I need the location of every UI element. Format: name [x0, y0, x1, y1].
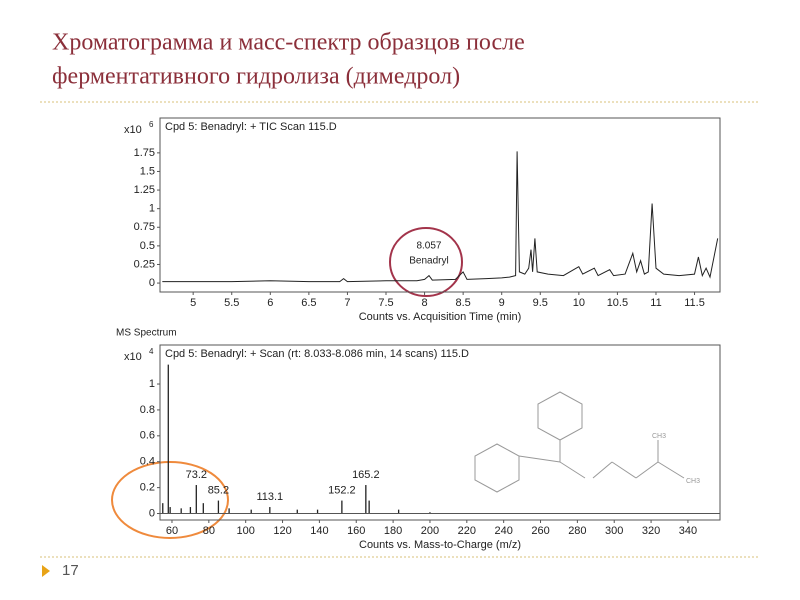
x-tick-label: 9.5: [533, 297, 548, 309]
peak-annotation: 152.2: [328, 484, 356, 496]
plot-frame: [159, 344, 721, 521]
x-tick-label: 10.5: [607, 297, 628, 309]
x-axis-label: Counts vs. Acquisition Time (min): [359, 311, 522, 323]
x-tick-label: 8.5: [455, 297, 470, 309]
highlight-circle: [111, 461, 229, 539]
peak-annotation: 85.2: [208, 484, 229, 496]
x-tick-label: 260: [531, 525, 549, 537]
atom-label: CH3: [686, 478, 700, 485]
peak-annotation: 113.1: [256, 491, 283, 503]
x-tick-label: 5.5: [224, 297, 239, 309]
y-tick-label: 0: [149, 277, 155, 289]
x-tick-label: 280: [568, 525, 586, 537]
y-tick-label: 0.8: [140, 404, 155, 416]
y-tick-label: 1: [149, 378, 155, 390]
peak-annotation: 165.2: [352, 469, 380, 481]
x-tick-label: 240: [494, 525, 512, 537]
multiplier-exponent: 4: [149, 347, 154, 356]
y-tick-label: 0.2: [140, 482, 155, 494]
chromatogram-line: [162, 151, 719, 283]
y-tick-label: 0.25: [134, 258, 155, 270]
bullet: [42, 565, 50, 577]
y-tick-label: 0.4: [140, 456, 155, 468]
multiplier: x10: [124, 124, 142, 136]
y-tick-label: 0.6: [140, 430, 155, 442]
peak-time: 8.057: [416, 241, 441, 252]
multiplier: x10: [124, 351, 142, 363]
x-tick-label: 9: [499, 297, 505, 309]
slide-title: ферментативного гидролиза (димедрол): [52, 64, 460, 90]
y-tick-label: 1.75: [134, 147, 155, 159]
chart-title: Cpd 5: Benadryl: + Scan (rt: 8.033-8.086…: [165, 348, 469, 360]
chart-title: Cpd 5: Benadryl: + TIC Scan 115.D: [165, 121, 337, 133]
plot-frame: [159, 117, 721, 293]
x-tick-label: 160: [347, 525, 365, 537]
x-tick-label: 300: [605, 525, 623, 537]
x-tick-label: 7.5: [378, 297, 393, 309]
x-tick-label: 220: [458, 525, 476, 537]
atom-label: CH3: [652, 433, 666, 440]
x-tick-label: 200: [421, 525, 439, 537]
multiplier-exponent: 6: [149, 120, 154, 129]
x-tick-label: 180: [384, 525, 402, 537]
x-tick-label: 11.5: [684, 297, 705, 309]
molecule: [474, 391, 685, 493]
x-tick-label: 60: [166, 525, 178, 537]
x-axis-label: Counts vs. Mass-to-Charge (m/z): [359, 539, 521, 551]
x-tick-label: 140: [310, 525, 328, 537]
x-tick-label: 8: [422, 297, 428, 309]
x-tick-label: 80: [203, 525, 215, 537]
y-tick-label: 0.5: [140, 240, 155, 252]
peak-name: Benadryl: [409, 255, 448, 266]
x-tick-label: 7: [344, 297, 350, 309]
y-tick-label: 1.5: [140, 165, 155, 177]
highlight-circle: [389, 227, 463, 297]
x-tick-label: 6: [267, 297, 273, 309]
x-tick-label: 5: [190, 297, 196, 309]
y-tick-label: 1.25: [134, 184, 155, 196]
y-tick-label: 1: [149, 203, 155, 215]
x-tick-label: 320: [642, 525, 660, 537]
page-number: 17: [62, 562, 79, 579]
y-tick-label: 0: [149, 507, 155, 519]
x-tick-label: 11: [650, 297, 661, 309]
x-tick-label: 10: [573, 297, 585, 309]
y-tick-label: 0.75: [134, 221, 155, 233]
x-tick-label: 340: [679, 525, 697, 537]
x-tick-label: 6.5: [301, 297, 316, 309]
peak-annotation: 73.2: [186, 469, 207, 481]
x-tick-label: 100: [237, 525, 255, 537]
slide-title: Хроматограмма и масс-спектр образцов пос…: [52, 30, 525, 56]
panel-label: MS Spectrum: [116, 328, 177, 339]
x-tick-label: 120: [273, 525, 291, 537]
